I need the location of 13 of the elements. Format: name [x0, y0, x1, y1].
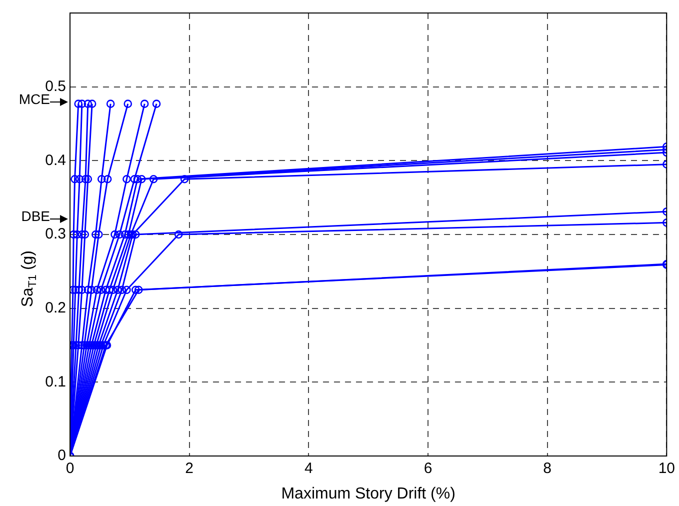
- x-axis-title: Maximum Story Drift (%): [281, 485, 456, 502]
- y-axis-title: SaT1 (g): [19, 250, 39, 308]
- x-tick-label: 4: [304, 460, 313, 478]
- x-tick-label: 2: [185, 460, 194, 478]
- y-tick-label: 0.1: [45, 373, 66, 390]
- x-tick-label: 8: [543, 460, 552, 478]
- x-tick-label: 10: [658, 460, 675, 478]
- y-tick-label: 0: [58, 447, 66, 464]
- y-tick-label: 0.2: [45, 299, 66, 316]
- x-tick-label: 6: [424, 460, 432, 478]
- y-tick-label: 0.3: [45, 226, 66, 243]
- y-tick-label: 0.4: [45, 152, 66, 169]
- text: DBE: [21, 208, 50, 224]
